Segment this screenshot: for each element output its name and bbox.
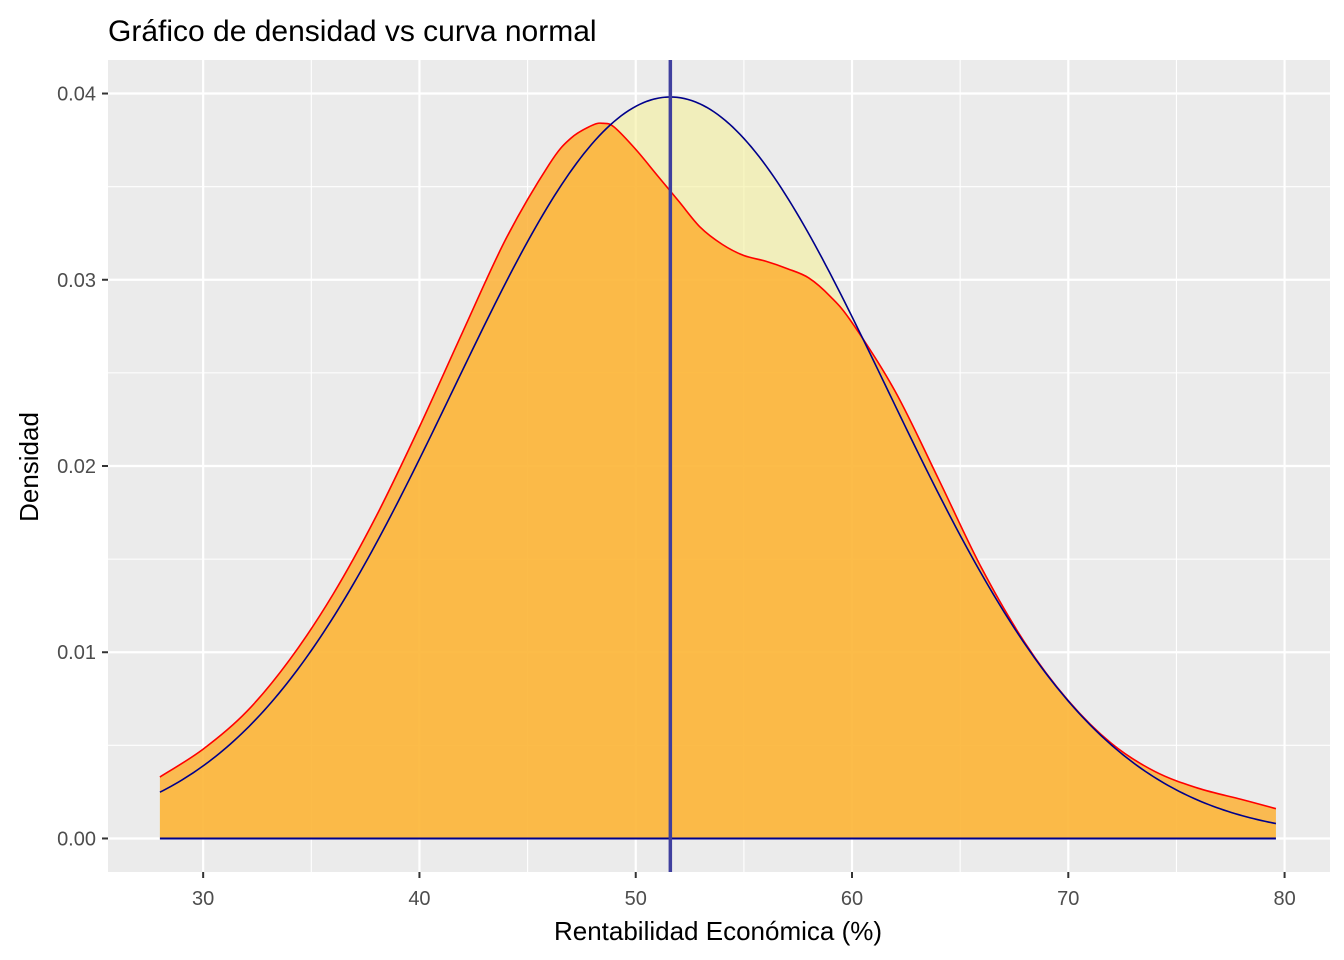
x-tick-label: 60 xyxy=(841,888,863,910)
density-fill xyxy=(159,123,1276,839)
normal-curve-line xyxy=(159,96,1277,825)
y-tick-label: 0.02 xyxy=(57,456,96,478)
x-tick-label: 30 xyxy=(192,888,214,910)
y-tick-label: 0.04 xyxy=(57,84,96,106)
x-tick-label: 70 xyxy=(1057,888,1079,910)
y-tick-label: 0.00 xyxy=(57,828,96,850)
x-axis-ticks: 30 40 50 60 70 80 xyxy=(192,872,1296,910)
y-tick-label: 0.03 xyxy=(57,270,96,292)
x-tick-label: 80 xyxy=(1273,888,1295,910)
x-tick-label: 50 xyxy=(625,888,647,910)
y-tick-label: 0.01 xyxy=(57,642,96,664)
x-tick-label: 40 xyxy=(408,888,430,910)
y-axis-ticks: 0.00 0.01 0.02 0.03 0.04 xyxy=(57,84,108,850)
chart-title: Gráfico de densidad vs curva normal xyxy=(108,15,597,48)
x-axis-title: Rentabilidad Económica (%) xyxy=(554,916,882,946)
y-axis-title: Densidad xyxy=(14,412,44,522)
